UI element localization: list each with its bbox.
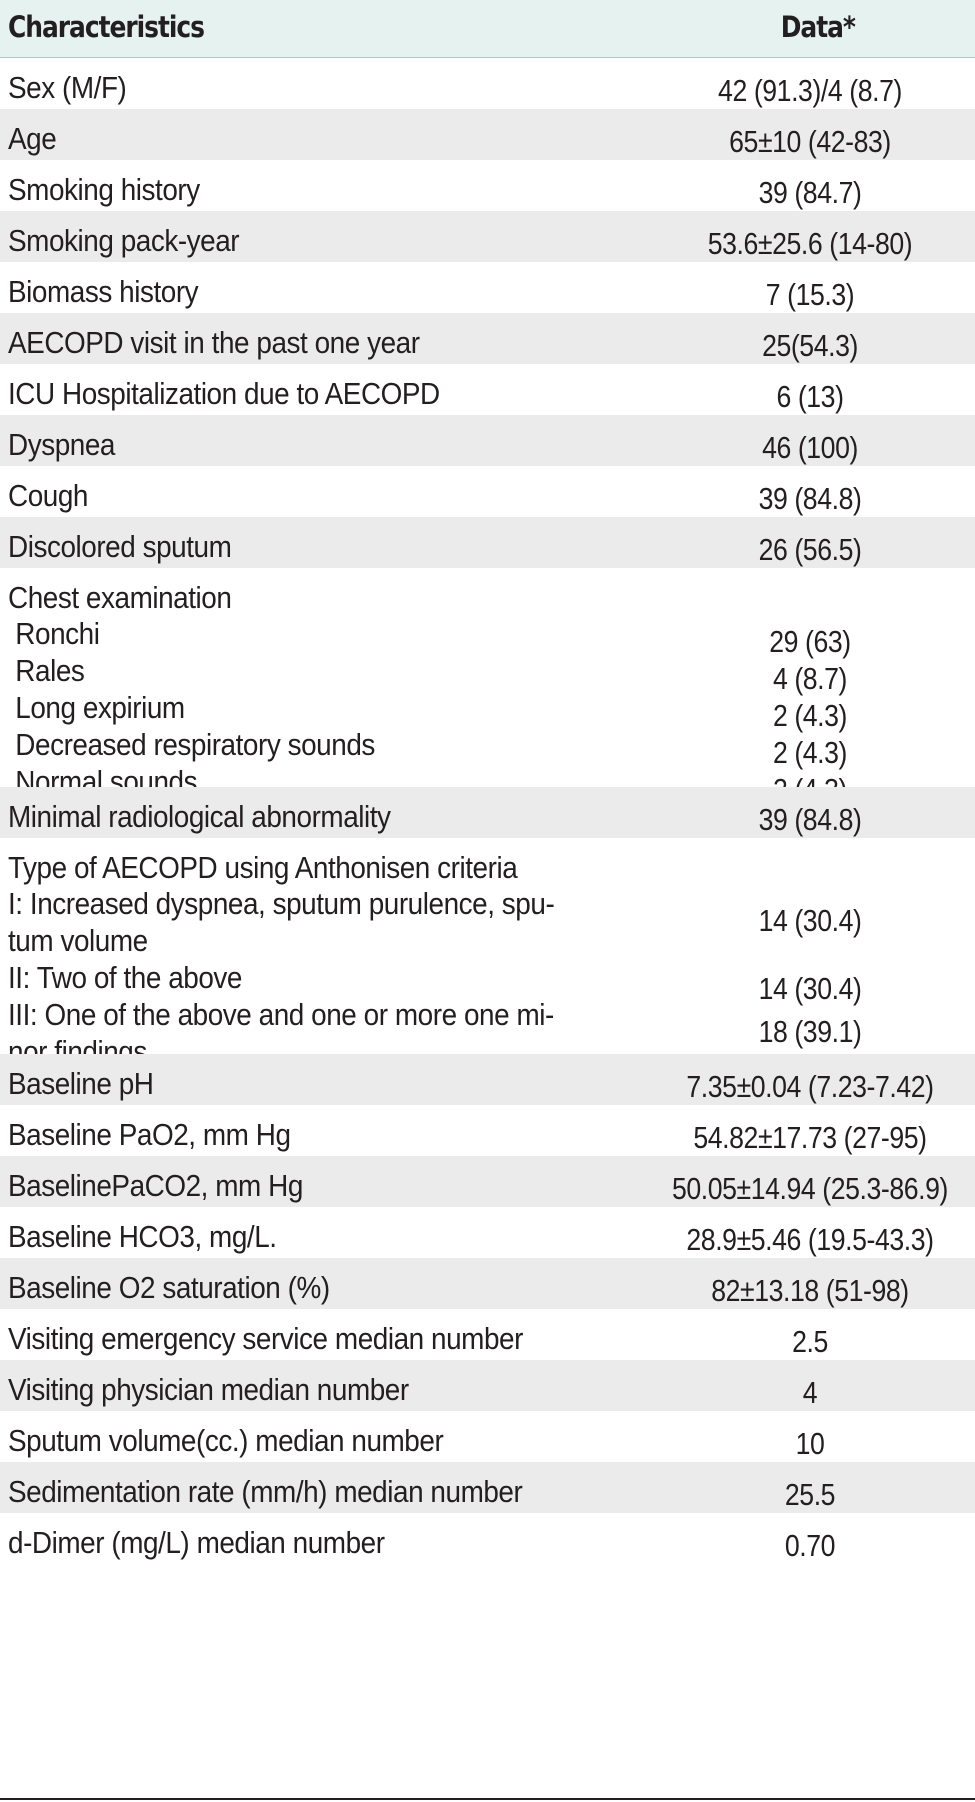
table-row: Discolored sputum 26 (56.5) bbox=[0, 517, 975, 568]
table-row: Baseline pH 7.35±0.04 (7.23-7.42) bbox=[0, 1054, 975, 1105]
row-label: Cough bbox=[8, 478, 88, 513]
row-value: 0.70 bbox=[784, 1528, 836, 1563]
table-row: Biomass history 7 (15.3) bbox=[0, 262, 975, 313]
table-bottom-rule bbox=[0, 1798, 975, 1800]
row-value: 7.35±0.04 (7.23-7.42) bbox=[686, 1069, 934, 1104]
table-row: Smoking pack-year 53.6±25.6 (14-80) bbox=[0, 211, 975, 262]
row-value: 25(54.3) bbox=[762, 328, 858, 363]
row-value: 53.6±25.6 (14-80) bbox=[707, 226, 913, 261]
row-label: Chest examination bbox=[8, 580, 232, 615]
table-row: Type of AECOPD using Anthonisen criteria… bbox=[0, 838, 975, 1069]
row-value: 42 (91.3)/4 (8.7) bbox=[718, 73, 902, 108]
table-row: Sex (M/F) 42 (91.3)/4 (8.7) bbox=[0, 58, 975, 109]
row-label: Minimal radiological abnormality bbox=[8, 799, 391, 834]
row-value: 18 (39.1) bbox=[758, 1014, 862, 1049]
row-value: 2 (4.3) bbox=[772, 698, 848, 733]
row-value: 4 bbox=[802, 1375, 818, 1410]
row-label: Ronchi bbox=[8, 616, 100, 651]
table-header: Characteristics Data* bbox=[0, 0, 975, 58]
row-value: 10 bbox=[795, 1426, 825, 1461]
row-label: Age bbox=[8, 121, 57, 156]
row-label: Rales bbox=[8, 653, 85, 688]
row-value: 14 (30.4) bbox=[758, 971, 862, 1006]
row-value: 82±13.18 (51-98) bbox=[711, 1273, 909, 1308]
table-row: Smoking history 39 (84.7) bbox=[0, 160, 975, 211]
row-label: Decreased respiratory sounds bbox=[8, 727, 375, 762]
table-row: d-Dimer (mg/L) median number 0.70 bbox=[0, 1513, 975, 1564]
row-label: Biomass history bbox=[8, 274, 199, 309]
row-label: Baseline HCO3, mg/L. bbox=[8, 1219, 277, 1254]
row-label: I: Increased dyspnea, sputum purulence, … bbox=[8, 886, 555, 921]
table-row: Age 65±10 (42-83) bbox=[0, 109, 975, 160]
row-value: 39 (84.8) bbox=[758, 802, 862, 837]
row-label: AECOPD visit in the past one year bbox=[8, 325, 420, 360]
row-value: 29 (63) bbox=[769, 624, 851, 659]
row-label: Smoking pack-year bbox=[8, 223, 240, 258]
row-value: 50.05±14.94 (25.3-86.9) bbox=[671, 1171, 948, 1206]
table-row: ICU Hospitalization due to AECOPD 6 (13) bbox=[0, 364, 975, 415]
row-value: 39 (84.7) bbox=[758, 175, 862, 210]
table-row: Visiting emergency service median number… bbox=[0, 1309, 975, 1360]
table-row: Visiting physician median number 4 bbox=[0, 1360, 975, 1411]
table-row: Minimal radiological abnormality 39 (84.8… bbox=[0, 787, 975, 838]
table-row: Baseline O2 saturation (%) 82±13.18 (51-9… bbox=[0, 1258, 975, 1309]
row-value: 25.5 bbox=[784, 1477, 836, 1512]
table-row: Dyspnea 46 (100) bbox=[0, 415, 975, 466]
row-label: Dyspnea bbox=[8, 427, 115, 462]
row-label: Baseline O2 saturation (%) bbox=[8, 1270, 330, 1305]
row-value: 4 (8.7) bbox=[772, 661, 848, 696]
row-label: Sputum volume(cc.) median number bbox=[8, 1423, 444, 1458]
row-label: BaselinePaCO2, mm Hg bbox=[8, 1168, 303, 1203]
row-value: 2.5 bbox=[792, 1324, 828, 1359]
row-label: III: One of the above and one or more on… bbox=[8, 997, 554, 1032]
row-label: Discolored sputum bbox=[8, 529, 232, 564]
row-value: 6 (13) bbox=[776, 379, 844, 414]
row-value: 28.9±5.46 (19.5-43.3) bbox=[686, 1222, 934, 1257]
row-value: 65±10 (42-83) bbox=[729, 124, 891, 159]
table-row: AECOPD visit in the past one year 25(54.3… bbox=[0, 313, 975, 364]
row-label: Baseline PaO2, mm Hg bbox=[8, 1117, 291, 1152]
row-label: tum volume bbox=[8, 923, 148, 958]
column-header-data: Data* bbox=[780, 10, 856, 44]
row-label: d-Dimer (mg/L) median number bbox=[8, 1525, 385, 1560]
row-label: Visiting emergency service median number bbox=[8, 1321, 523, 1356]
column-header-characteristics: Characteristics bbox=[8, 10, 205, 44]
row-value: 14 (30.4) bbox=[758, 903, 862, 938]
row-label: Long expirium bbox=[8, 690, 185, 725]
table-row: Baseline HCO3, mg/L. 28.9±5.46 (19.5-43.3… bbox=[0, 1207, 975, 1258]
row-value: 7 (15.3) bbox=[765, 277, 855, 312]
table-row: Baseline PaO2, mm Hg 54.82±17.73 (27-95) bbox=[0, 1105, 975, 1156]
row-value: 26 (56.5) bbox=[758, 532, 862, 567]
row-value: 54.82±17.73 (27-95) bbox=[693, 1120, 927, 1155]
row-label: Smoking history bbox=[8, 172, 200, 207]
row-label: II: Two of the above bbox=[8, 960, 242, 995]
row-label: Type of AECOPD using Anthonisen criteria bbox=[8, 850, 518, 885]
row-value: 2 (4.3) bbox=[772, 735, 848, 770]
row-label: Sex (M/F) bbox=[8, 70, 127, 105]
row-label: Visiting physician median number bbox=[8, 1372, 409, 1407]
row-label: Baseline pH bbox=[8, 1066, 154, 1101]
row-label: ICU Hospitalization due to AECOPD bbox=[8, 376, 440, 411]
row-value: 46 (100) bbox=[762, 430, 858, 465]
table-row: Cough 39 (84.8) bbox=[0, 466, 975, 517]
row-value: 39 (84.8) bbox=[758, 481, 862, 516]
table-row: BaselinePaCO2, mm Hg 50.05±14.94 (25.3-86… bbox=[0, 1156, 975, 1207]
table-row: Sedimentation rate (mm/h) median number 2… bbox=[0, 1462, 975, 1513]
table-row: Sputum volume(cc.) median number 10 bbox=[0, 1411, 975, 1462]
row-label: Sedimentation rate (mm/h) median number bbox=[8, 1474, 523, 1509]
table-row: Chest examination Ronchi Rales Long expi… bbox=[0, 568, 975, 807]
